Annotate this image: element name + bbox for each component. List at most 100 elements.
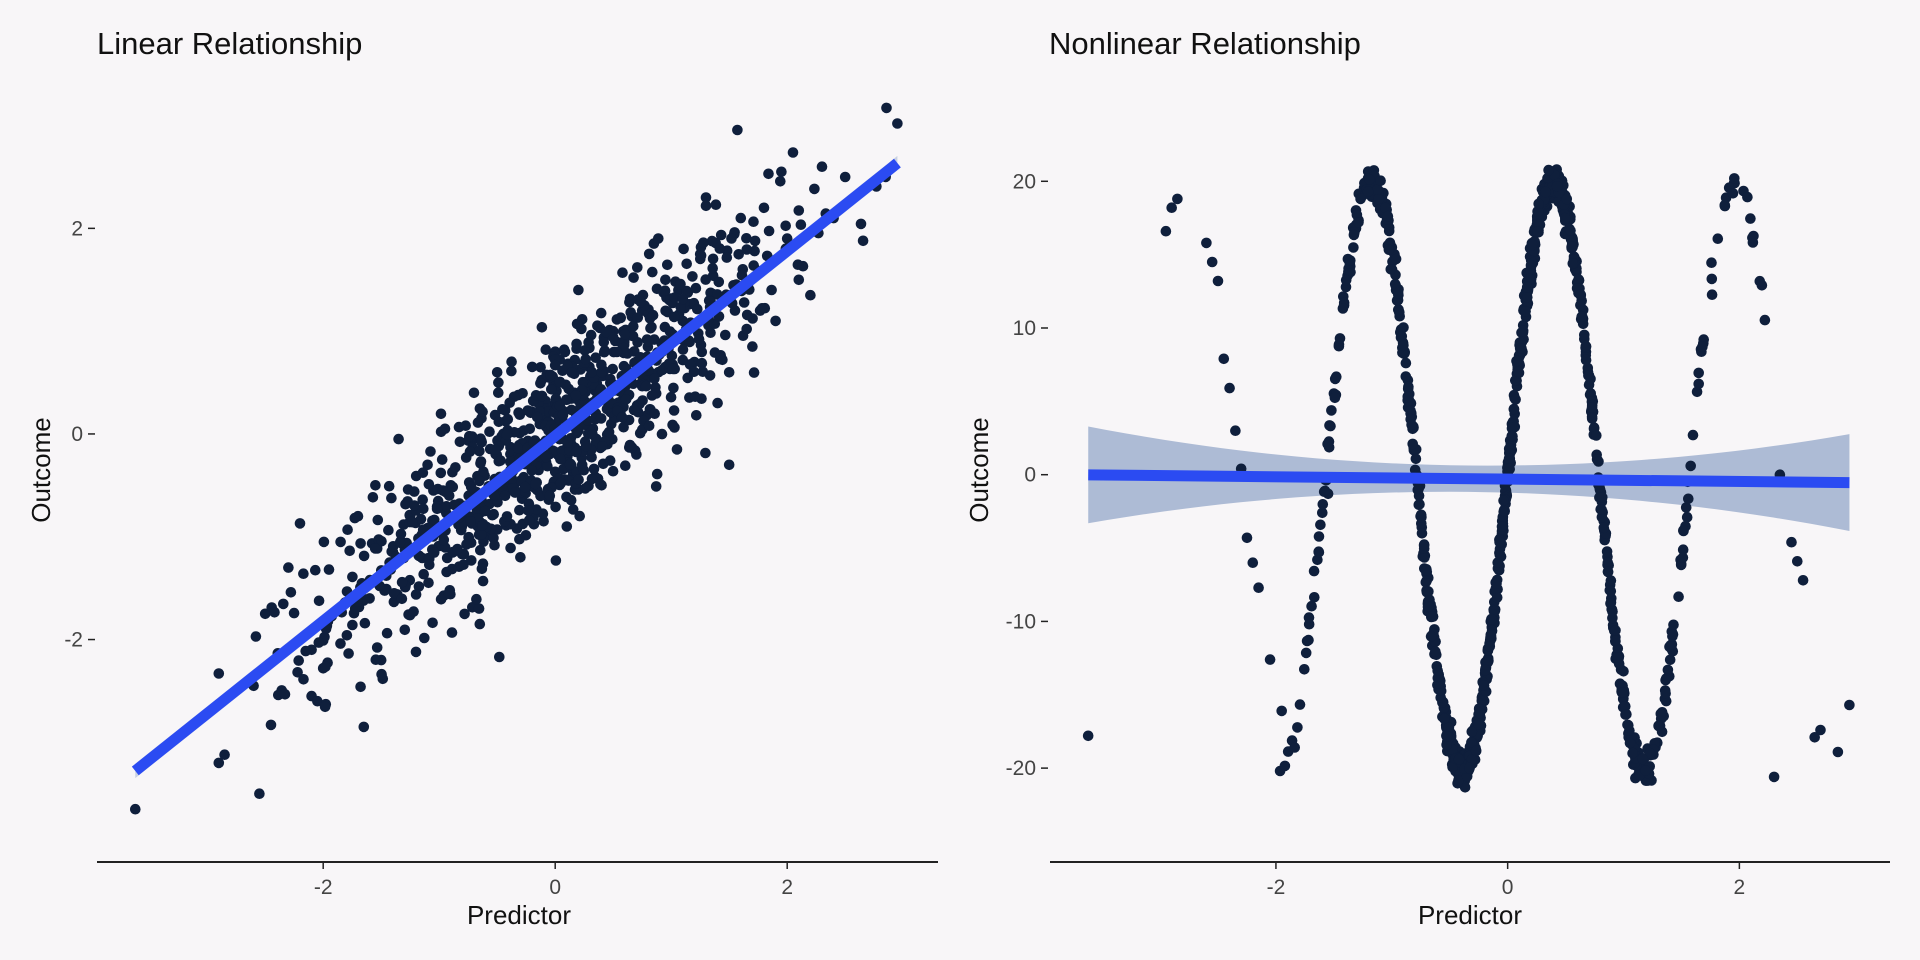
y-tick-label: 20	[1013, 170, 1036, 193]
data-point	[465, 516, 476, 527]
data-point	[1526, 239, 1538, 251]
data-point	[293, 655, 305, 666]
data-point	[408, 606, 419, 617]
data-point	[776, 166, 787, 178]
data-point	[318, 536, 330, 548]
data-point	[1212, 275, 1224, 287]
data-point	[793, 274, 805, 286]
data-point	[616, 412, 628, 423]
data-point	[696, 357, 708, 369]
data-point	[367, 492, 379, 503]
data-point	[369, 543, 381, 554]
data-point	[1441, 739, 1452, 750]
data-point	[540, 344, 552, 356]
data-point	[706, 235, 718, 247]
data-point	[1447, 761, 1458, 773]
data-point	[396, 576, 408, 588]
data-point	[1319, 485, 1331, 497]
data-point	[358, 721, 370, 733]
data-point	[692, 303, 703, 315]
data-point	[343, 648, 354, 659]
data-point	[689, 391, 701, 403]
data-point	[1533, 206, 1544, 218]
data-point	[472, 417, 484, 428]
data-point	[1166, 202, 1177, 213]
data-point	[649, 373, 660, 384]
data-point	[656, 428, 668, 440]
data-point	[435, 426, 447, 438]
nonlinear-panel: Nonlinear Relationship -2 0 2 -20-1001020 …	[964, 26, 1890, 930]
data-point	[288, 607, 300, 619]
data-point	[372, 514, 384, 526]
x-tick-label: -2	[314, 876, 333, 899]
data-point	[580, 440, 592, 452]
data-point	[452, 543, 463, 555]
data-point	[468, 387, 480, 399]
data-point	[1317, 507, 1328, 519]
data-point	[1685, 460, 1696, 472]
nonlinear-x-ticks: -2 0 2	[1267, 862, 1745, 899]
data-point	[715, 229, 727, 241]
data-point	[1420, 565, 1432, 576]
data-point	[632, 337, 643, 348]
data-point	[497, 404, 508, 415]
data-point	[1294, 699, 1306, 710]
data-point	[1206, 256, 1218, 268]
data-point	[250, 631, 262, 642]
data-point	[647, 266, 658, 278]
data-point	[1620, 701, 1631, 712]
linear-points	[130, 102, 903, 815]
data-point	[494, 651, 505, 663]
data-point	[1421, 586, 1433, 598]
linear-panel: Linear Relationship -2 0 2 -202 Predictor …	[26, 26, 938, 930]
data-point	[1230, 425, 1241, 437]
data-point	[1620, 709, 1631, 720]
data-point	[535, 362, 546, 373]
data-point	[741, 309, 753, 321]
data-point	[474, 618, 486, 630]
data-point	[509, 487, 521, 498]
data-point	[1504, 463, 1515, 475]
data-point	[1680, 502, 1692, 513]
data-point	[1380, 202, 1391, 214]
data-point	[514, 504, 525, 516]
data-point	[409, 486, 420, 497]
data-point	[855, 218, 867, 230]
data-point	[1382, 210, 1394, 222]
data-point	[279, 689, 291, 700]
data-point	[566, 367, 578, 378]
data-point	[659, 285, 671, 297]
data-point	[1759, 314, 1771, 326]
nonlinear-y-ticks: -20 -10 0 10 20	[1006, 170, 1048, 780]
data-point	[1241, 532, 1253, 544]
data-point	[1348, 229, 1360, 241]
data-point	[645, 323, 656, 334]
data-point	[632, 312, 644, 323]
data-point	[1498, 495, 1509, 506]
data-point	[571, 318, 583, 330]
data-point	[489, 539, 500, 551]
data-point	[1466, 726, 1478, 737]
data-point	[619, 329, 631, 340]
data-point	[349, 512, 361, 524]
data-point	[677, 354, 689, 366]
data-point	[473, 603, 485, 614]
data-point	[1499, 506, 1510, 517]
data-point	[566, 404, 577, 416]
data-point	[687, 271, 698, 282]
data-point	[1264, 654, 1276, 665]
data-point	[424, 559, 435, 571]
linear-fit-line	[131, 158, 901, 776]
data-point	[700, 447, 711, 459]
data-point	[1533, 198, 1544, 210]
data-point	[816, 161, 828, 172]
data-point	[1464, 762, 1475, 774]
data-point	[795, 219, 807, 230]
data-point	[344, 545, 356, 557]
data-point	[454, 436, 466, 448]
data-point	[1345, 255, 1356, 266]
data-point	[531, 504, 542, 515]
data-point	[1522, 292, 1533, 303]
nonlinear-y-label: Outcome	[964, 417, 994, 523]
data-point	[1489, 605, 1501, 617]
